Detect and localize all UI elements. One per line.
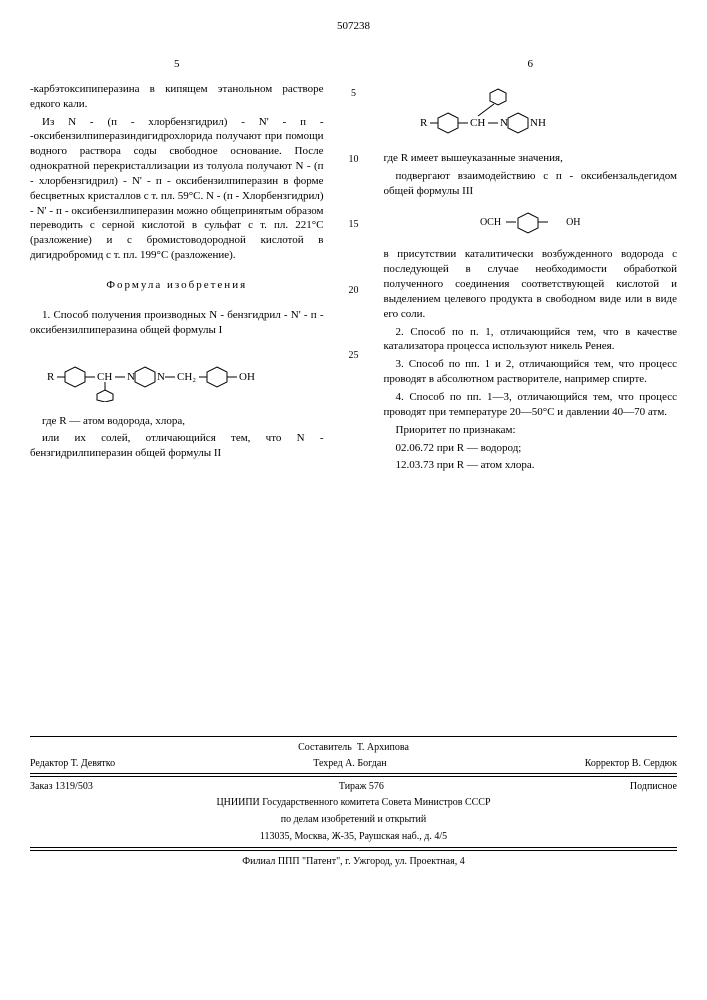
line-num-25: 25 — [344, 349, 364, 363]
editor-label: Редактор — [30, 758, 68, 769]
footer-block: Составитель Т. Архипова Редактор Т. Девя… — [30, 736, 677, 870]
claim-2: 2. Способ по п. 1, отличающийся тем, что… — [384, 325, 678, 355]
claim-1: 1. Способ получения производных N - бенз… — [30, 308, 324, 338]
order-value: 1319/503 — [55, 781, 93, 792]
line-num-15: 15 — [344, 218, 364, 232]
formula-3: OCH OH — [384, 210, 678, 235]
svg-text:R: R — [420, 117, 428, 129]
right-column: 6 R CH N NH где R имеет вышеуказанные зн… — [384, 57, 678, 476]
formula3-end: OH — [566, 217, 580, 228]
composer-label: Составитель — [298, 742, 352, 753]
left-col-number: 5 — [30, 57, 324, 72]
left-column: 5 -карбэтоксипиперазина в кипящем этанол… — [30, 57, 324, 476]
benzene-ring-icon — [504, 210, 564, 235]
svg-text:N: N — [127, 371, 135, 383]
claim-3: 3. Способ по пп. 1 и 2, отличающийся тем… — [384, 357, 678, 387]
svg-text:NH: NH — [530, 117, 546, 129]
structure-formula-2-svg: R CH N NH — [420, 84, 640, 139]
divider — [30, 850, 677, 851]
right-col-number: 6 — [384, 57, 678, 72]
tirazh-value: 576 — [369, 781, 384, 792]
composer-name: Т. Архипова — [357, 742, 409, 753]
editor-name: Т. Девятко — [71, 758, 115, 769]
svg-text:CH₂: CH₂ — [177, 371, 196, 383]
corrector-name: В. Сердюк — [632, 758, 677, 769]
where-r2: где R имеет вышеуказанные значения, — [384, 151, 678, 166]
line-numbers: 5 10 15 20 25 — [344, 57, 364, 476]
left-p1: -карбэтоксипиперазина в кипящем этанольн… — [30, 82, 324, 112]
org-2: по делам изобретений и открытий — [30, 811, 677, 828]
svg-text:CH: CH — [470, 117, 485, 129]
line-num-5: 5 — [344, 87, 364, 101]
right-p1: подвергают взаимодействию с п - оксибенз… — [384, 169, 678, 199]
where-r: где R — атом водорода, хлора, — [30, 414, 324, 429]
line-num-20: 20 — [344, 284, 364, 298]
printer: Филиал ППП "Патент", г. Ужгород, ул. Про… — [30, 853, 677, 870]
composer-row: Составитель Т. Архипова — [30, 739, 677, 756]
priority-2: 12.03.73 при R — атом хлора. — [384, 458, 678, 473]
priority-label: Приоритет по признакам: — [384, 423, 678, 438]
corrector-label: Корректор — [585, 758, 630, 769]
podpisnoe: Подписное — [630, 781, 677, 792]
divider — [30, 776, 677, 777]
divider — [30, 773, 677, 774]
svg-text:N: N — [500, 117, 508, 129]
order-label: Заказ — [30, 781, 53, 792]
tirazh-label: Тираж — [339, 781, 367, 792]
techred-label: Техред — [313, 758, 342, 769]
structure-formula-1-svg: R CH N N CH₂ OH — [47, 350, 307, 402]
formula3-start: OCH — [480, 217, 501, 228]
formula-1: R CH N N CH₂ OH — [30, 350, 324, 402]
org-1: ЦНИИПИ Государственного комитета Совета … — [30, 794, 677, 811]
section-title: Формула изобретения — [30, 278, 324, 293]
divider — [30, 736, 677, 737]
svg-text:CH: CH — [97, 371, 112, 383]
svg-text:OH: OH — [239, 371, 255, 383]
divider — [30, 847, 677, 848]
main-columns: 5 -карбэтоксипиперазина в кипящем этанол… — [30, 57, 677, 476]
priority-1: 02.06.72 при R — водород; — [384, 441, 678, 456]
line-num-10: 10 — [344, 153, 364, 167]
order-row: Заказ 1319/503 Тираж 576 Подписное — [30, 779, 677, 794]
techred-name: А. Богдан — [345, 758, 386, 769]
svg-text:R: R — [47, 371, 55, 383]
address: 113035, Москва, Ж-35, Раушская наб., д. … — [30, 828, 677, 845]
left-p3: или их солей, отличающийся тем, что N - … — [30, 431, 324, 461]
right-p2: в присутствии каталитически возбужденног… — [384, 247, 678, 321]
staff-row: Редактор Т. Девятко Техред А. Богдан Кор… — [30, 756, 677, 771]
formula-2: R CH N NH — [384, 84, 678, 139]
patent-number: 507238 — [30, 20, 677, 32]
claim-4: 4. Способ по пп. 1—3, отличающийся тем, … — [384, 390, 678, 420]
svg-text:N: N — [157, 371, 165, 383]
left-p2: Из N - (п - хлорбензгидрил) - N' - п - -… — [30, 115, 324, 263]
